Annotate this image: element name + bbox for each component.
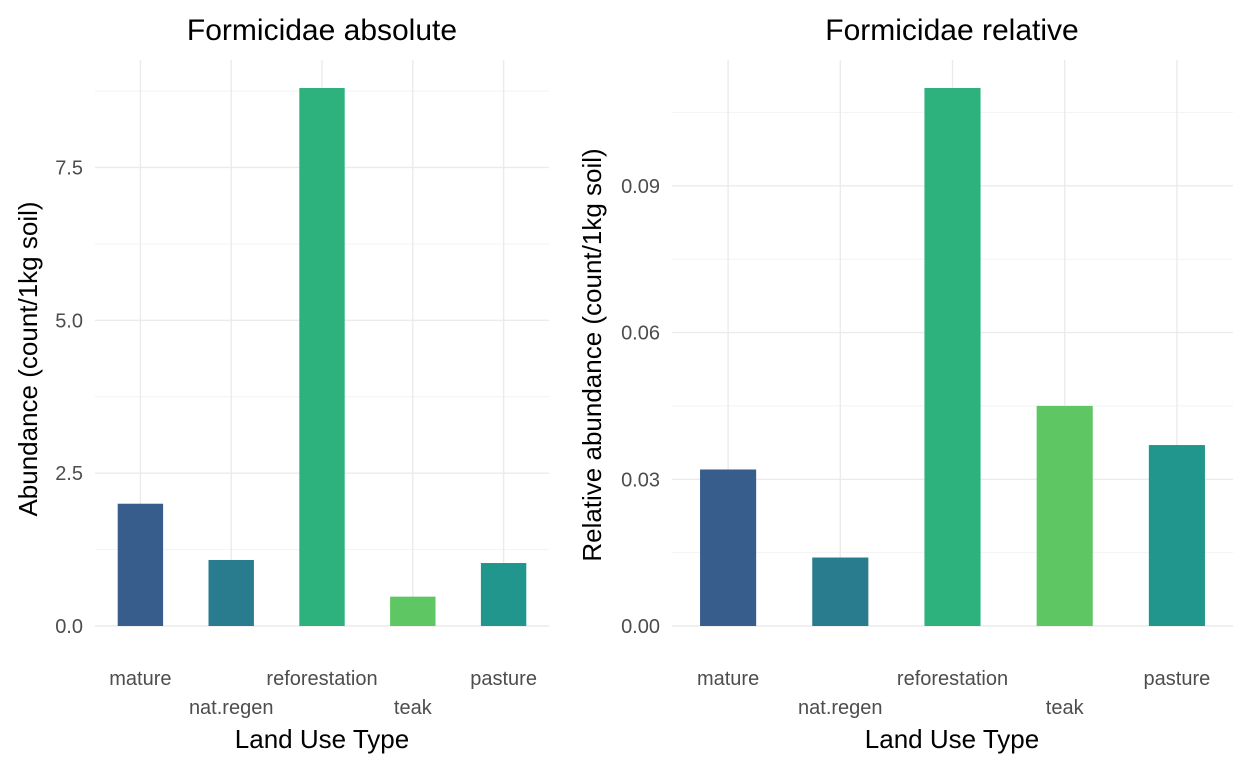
- panel-absolute-bars: [117, 88, 527, 626]
- panel-relative-x-tick-label: nat.regen: [798, 697, 883, 719]
- panel-absolute-y-tick-label: 5.0: [55, 310, 83, 332]
- panel-relative-x-tick-label: teak: [1046, 697, 1085, 719]
- panel-absolute-y-tick-label: 2.5: [55, 463, 83, 485]
- panel-relative-title: Formicidae relative: [825, 14, 1078, 47]
- panel-absolute-bar-reforestation: [299, 88, 345, 626]
- panel-relative-bar-nat-regen: [812, 557, 869, 626]
- panel-absolute-y-tick-label: 7.5: [55, 157, 83, 179]
- panel-absolute-x-tick-label: teak: [394, 697, 433, 719]
- panel-absolute-x-tick-label: reforestation: [266, 668, 377, 690]
- panel-relative-x-axis-title: Land Use Type: [865, 724, 1039, 754]
- panel-absolute-x-ticks: mature nat.regen reforestation teak pasture: [109, 668, 537, 719]
- panel-absolute-bar-teak: [390, 596, 436, 626]
- panel-relative-x-ticks: mature nat.regen reforestation teak pasture: [697, 668, 1210, 719]
- panel-absolute-y-ticks: 0.0 2.5 5.0 7.5: [55, 157, 83, 638]
- panel-absolute-bar-pasture: [480, 563, 527, 626]
- panel-relative-bar-pasture: [1148, 445, 1205, 626]
- panel-relative: 0.00 0.03 0.06 0.09 mature nat.regen reforest…: [577, 14, 1233, 754]
- panel-relative-y-ticks: 0.00 0.03 0.06 0.09: [621, 176, 660, 638]
- panel-relative-x-tick-label: reforestation: [897, 668, 1008, 690]
- panel-relative-x-tick-label: pasture: [1144, 668, 1211, 690]
- panel-relative-y-tick-label: 0.06: [621, 323, 660, 345]
- panel-relative-x-tick-label: mature: [697, 668, 759, 690]
- panel-absolute-y-axis-title: Abundance (count/1kg soil): [13, 201, 43, 516]
- panel-absolute-title: Formicidae absolute: [187, 14, 457, 47]
- panel-relative-bar-reforestation: [924, 88, 981, 626]
- panel-absolute-y-tick-label: 0.0: [55, 616, 83, 638]
- panel-relative-bar-teak: [1036, 405, 1093, 626]
- panel-relative-y-tick-label: 0.09: [621, 176, 660, 198]
- panel-absolute-bar-mature: [117, 503, 164, 626]
- panel-absolute: 0.0 2.5 5.0 7.5 mature nat.regen reforestatio…: [13, 14, 549, 754]
- panel-absolute-x-tick-label: pasture: [470, 668, 537, 690]
- panel-relative-y-tick-label: 0.03: [621, 469, 660, 491]
- panel-relative-bar-mature: [700, 469, 757, 626]
- panel-relative-y-axis-title: Relative abundance (count/1kg soil): [577, 148, 607, 561]
- panel-relative-y-tick-label: 0.00: [621, 616, 660, 638]
- panel-relative-bars: [700, 88, 1205, 626]
- panel-absolute-x-tick-label: nat.regen: [189, 697, 274, 719]
- panel-absolute-bar-nat-regen: [208, 559, 254, 626]
- panel-absolute-x-axis-title: Land Use Type: [235, 724, 409, 754]
- panel-absolute-x-tick-label: mature: [109, 668, 171, 690]
